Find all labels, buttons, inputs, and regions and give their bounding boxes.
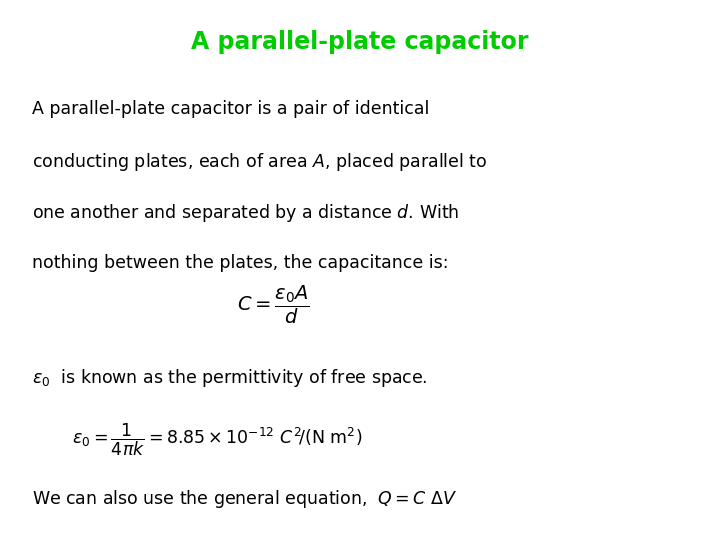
Text: $\varepsilon_0 = \dfrac{1}{4\pi k} = 8.85\times10^{-12}\ C^2\!/\mathrm{(N\ m}^2\: $\varepsilon_0 = \dfrac{1}{4\pi k} = 8.8… <box>72 422 362 458</box>
Text: nothing between the plates, the capacitance is:: nothing between the plates, the capacita… <box>32 254 449 272</box>
Text: $\varepsilon_0$  is known as the permittivity of free space.: $\varepsilon_0$ is known as the permitti… <box>32 367 428 389</box>
Text: A parallel-plate capacitor: A parallel-plate capacitor <box>192 30 528 53</box>
Text: conducting plates, each of area $A$, placed parallel to: conducting plates, each of area $A$, pla… <box>32 151 487 173</box>
Text: We can also use the general equation,  $Q = C\ \Delta V$: We can also use the general equation, $Q… <box>32 489 458 510</box>
Text: $C = \dfrac{\varepsilon_0 A}{d}$: $C = \dfrac{\varepsilon_0 A}{d}$ <box>238 284 310 326</box>
Text: one another and separated by a distance $d$. With: one another and separated by a distance … <box>32 202 460 225</box>
Text: A parallel-plate capacitor is a pair of identical: A parallel-plate capacitor is a pair of … <box>32 100 430 118</box>
